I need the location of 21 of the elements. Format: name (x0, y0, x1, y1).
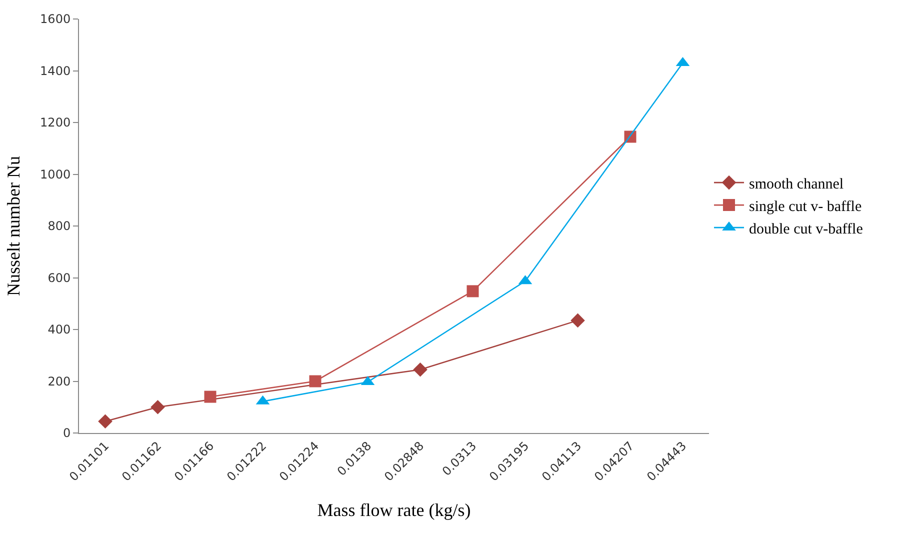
y-tick-label: 200 (48, 374, 71, 388)
point (309, 375, 322, 388)
y-tick-label: 400 (48, 322, 71, 337)
legend-label: single cut v- baffle (749, 198, 862, 215)
legend-label: double cut v-baffle (749, 221, 864, 238)
x-axis-title: Mass flow rate (kg/s) (317, 500, 471, 520)
y-tick-label: 1200 (40, 116, 71, 130)
y-tick-label: 1400 (40, 64, 71, 78)
point (413, 362, 428, 377)
y-tick-label: 0 (62, 426, 71, 440)
point (204, 390, 216, 403)
y-tick-label: 1600 (40, 12, 71, 26)
point (466, 285, 479, 298)
legend-label: smooth channel (749, 176, 844, 192)
y-tick-label: 800 (48, 219, 71, 234)
y-tick-label: 1000 (40, 167, 71, 182)
point (570, 313, 585, 328)
y-tick-label: 600 (48, 270, 71, 285)
y-axis-title: Nusselt number Nu (3, 156, 24, 296)
point (98, 414, 112, 429)
point (150, 400, 165, 414)
